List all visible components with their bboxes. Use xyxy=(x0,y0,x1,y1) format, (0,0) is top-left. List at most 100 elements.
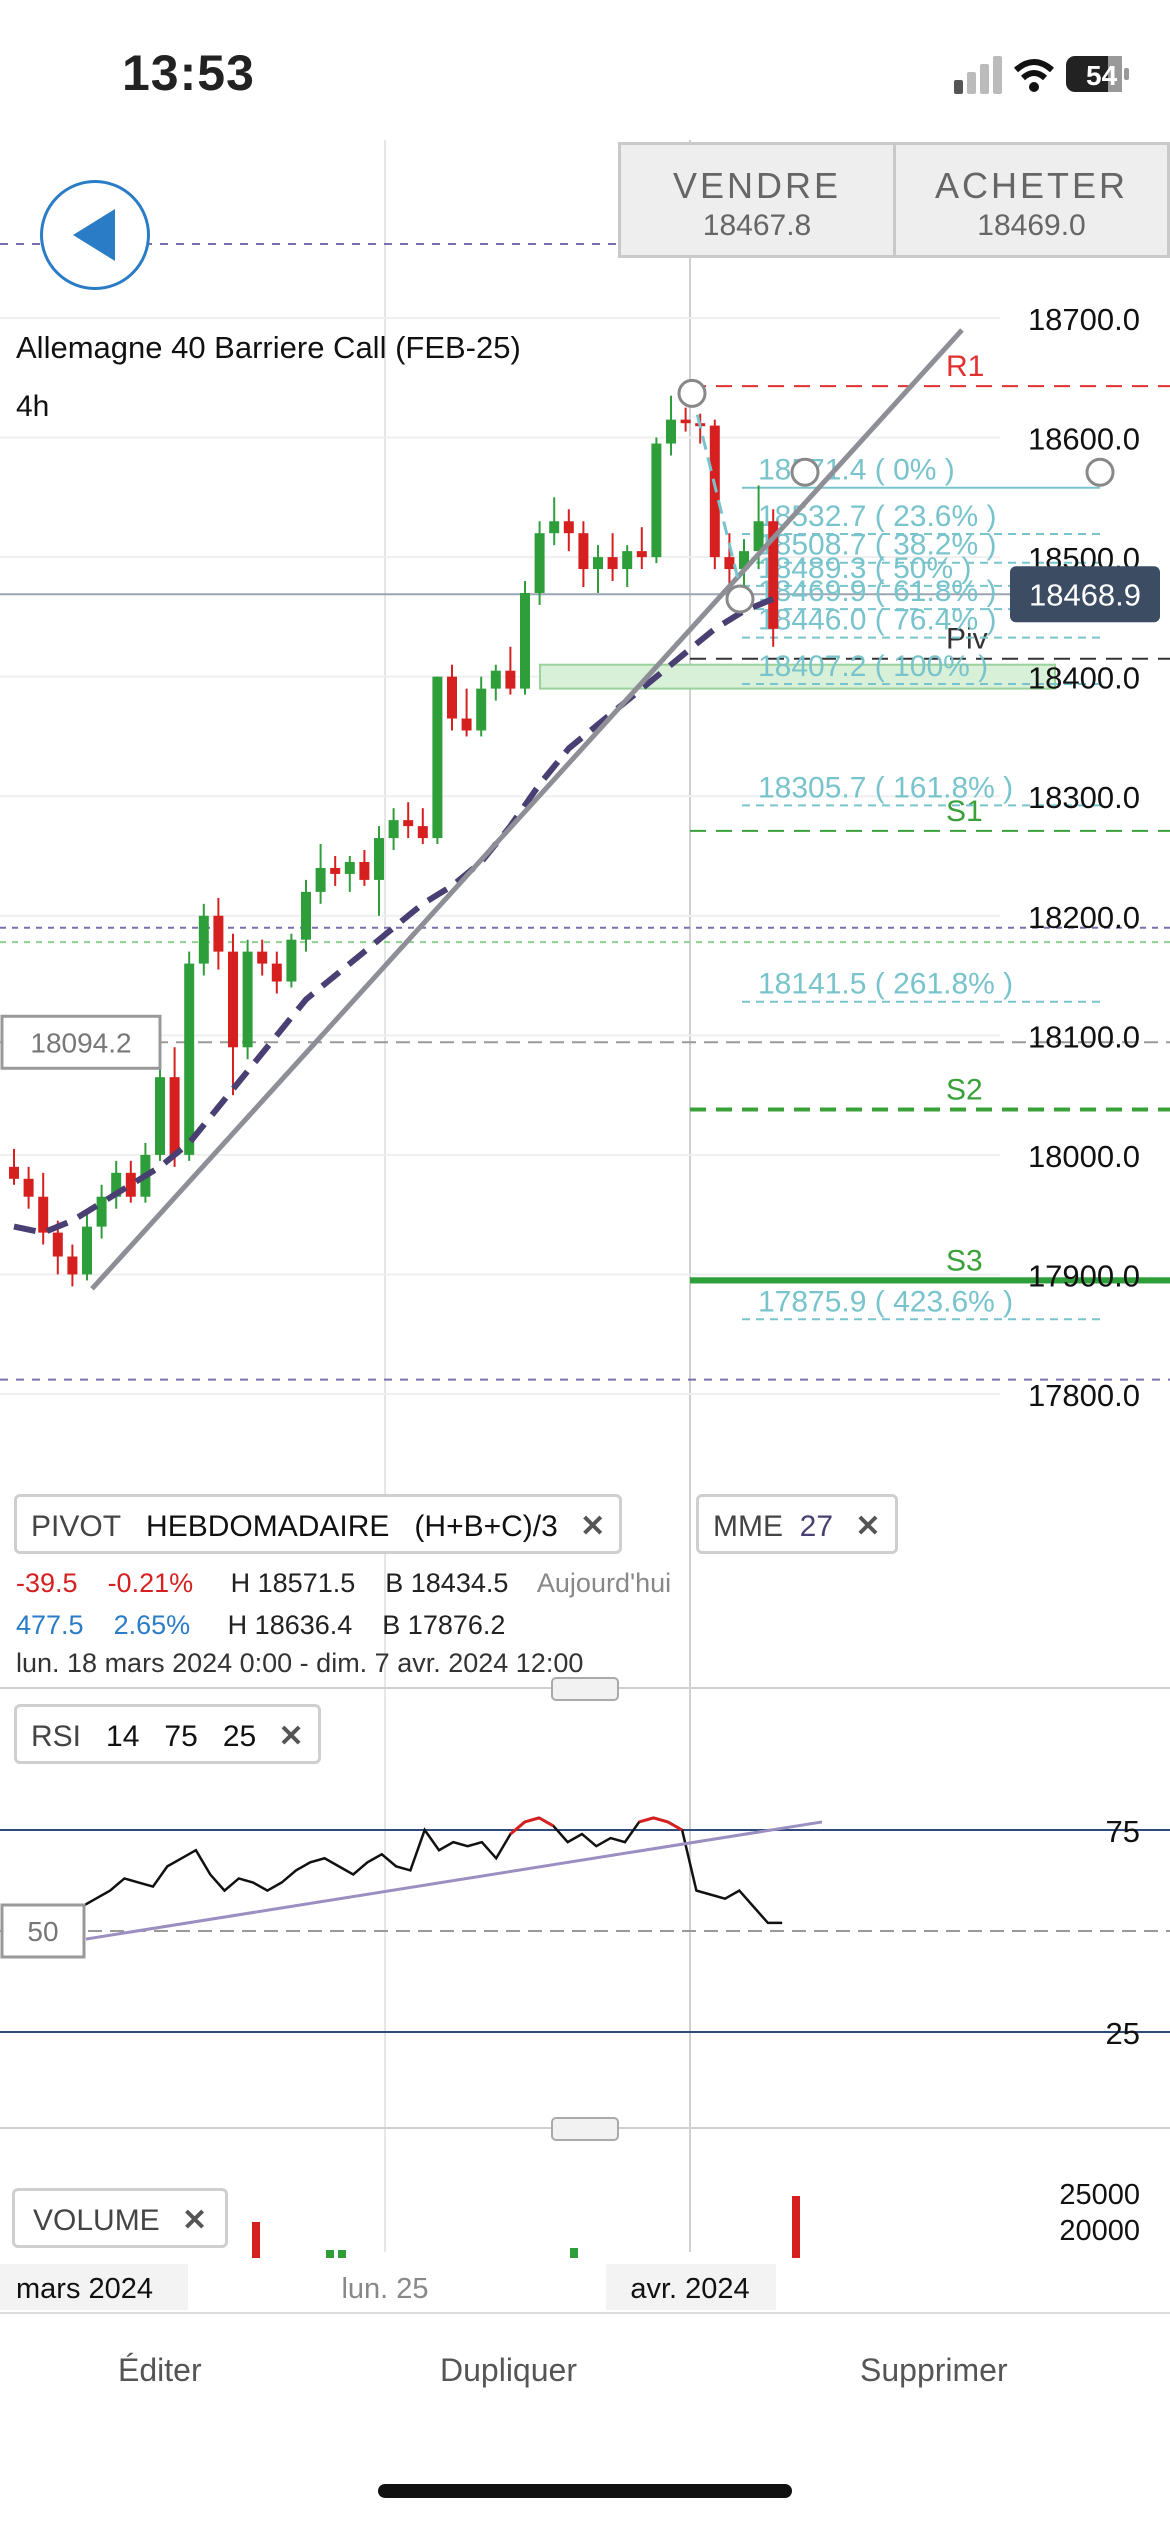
drag-handle xyxy=(790,457,820,487)
rsi-line xyxy=(9,1816,783,1941)
buy-label: ACHETER xyxy=(934,165,1129,206)
pivot-label: Piv xyxy=(946,623,988,656)
mme-period: 27 xyxy=(799,1510,834,1543)
current-price-value: 18468.9 xyxy=(1029,577,1141,612)
rsi-overbought-segment xyxy=(653,1816,669,1824)
candle-body xyxy=(666,419,676,444)
candle-body xyxy=(359,861,370,880)
pivot-name: PIVOT xyxy=(31,1510,122,1543)
fib-label: 18305.7 ( 161.8% ) xyxy=(758,771,1013,804)
sell-label: VENDRE xyxy=(672,165,842,206)
price-axis-label: 18200.0 xyxy=(1028,900,1140,935)
change-today: -39.5 xyxy=(16,1568,78,1598)
volume-bar xyxy=(792,2196,800,2258)
rsi-axis-label: 25 xyxy=(1106,2016,1140,2051)
rsi-axis-label: 75 xyxy=(1106,1814,1140,1849)
change-pct-today: -0.21% xyxy=(107,1568,194,1598)
time-label-bg xyxy=(0,2264,188,2310)
candle-body xyxy=(82,1226,92,1275)
candle-body xyxy=(607,557,618,570)
candle-body xyxy=(739,551,749,570)
candle-body xyxy=(198,915,209,964)
change-pct-range: 2.65% xyxy=(113,1610,191,1640)
date-range: lun. 18 mars 2024 0:00 - dim. 7 avr. 202… xyxy=(16,1648,584,1678)
rsi-upper: 75 xyxy=(164,1720,198,1753)
mme-indicator-pill[interactable]: MME 27 ✕ xyxy=(696,1494,898,1554)
period-label: Aujourd'hui xyxy=(536,1568,672,1598)
candle-body xyxy=(753,521,764,552)
buy-price: 18469.0 xyxy=(977,209,1086,242)
close-icon[interactable]: ✕ xyxy=(278,1720,304,1753)
pivot-formula: (H+B+C)/3 xyxy=(414,1510,558,1543)
volume-bar xyxy=(338,2250,346,2258)
volume-bar xyxy=(570,2248,578,2258)
candle-body xyxy=(476,688,487,731)
close-icon[interactable]: ✕ xyxy=(855,1510,881,1543)
rsi-tag xyxy=(0,1903,86,1959)
rsi-overbought-segment xyxy=(638,1816,654,1824)
low-today: B 18434.5 xyxy=(385,1568,509,1598)
pivot-label: S2 xyxy=(946,1073,983,1106)
pivot-label: S3 xyxy=(946,1244,983,1277)
candle-body xyxy=(271,963,282,982)
candle-body xyxy=(169,1077,180,1155)
candle-body xyxy=(125,1172,136,1197)
high-range: H 18636.4 xyxy=(227,1610,353,1640)
candle-body xyxy=(67,1256,78,1275)
candle-body xyxy=(228,951,238,1048)
buy-button[interactable]: ACHETER 18469.0 xyxy=(893,142,1170,258)
battery-level: 54 xyxy=(1086,60,1118,91)
close-icon[interactable]: ✕ xyxy=(580,1510,606,1543)
rsi-lower: 25 xyxy=(222,1720,257,1753)
sell-price: 18467.8 xyxy=(702,209,812,242)
candle-body xyxy=(563,521,574,534)
delete-button[interactable]: Supprimer xyxy=(860,2352,1008,2388)
price-tag-value: 18094.2 xyxy=(30,1027,131,1058)
ema-line xyxy=(13,596,775,1236)
price-axis-label: 17900.0 xyxy=(1028,1258,1140,1293)
candle-body xyxy=(505,670,516,689)
sell-button[interactable]: VENDRE 18467.8 xyxy=(618,142,896,258)
price-tag xyxy=(0,1014,162,1070)
candle-body xyxy=(432,676,443,839)
price-axis-label: 18300.0 xyxy=(1028,780,1140,815)
stats-row-today: -39.5 -0.21% H 18571.5 B 18434.5 Aujourd… xyxy=(16,1568,671,1599)
candle-body xyxy=(96,1196,107,1227)
volume-bar xyxy=(252,2222,260,2258)
change-range: 477.5 xyxy=(16,1610,84,1640)
candle-body xyxy=(9,1166,19,1179)
pivot-indicator-pill[interactable]: PIVOT HEBDOMADAIRE (H+B+C)/3 ✕ xyxy=(14,1494,623,1554)
candle-body xyxy=(768,521,779,629)
candle-body xyxy=(490,670,501,689)
candle-body xyxy=(447,676,457,719)
status-icons: 54 xyxy=(954,50,1134,100)
candle-body xyxy=(301,891,311,940)
back-button[interactable] xyxy=(40,180,150,290)
rsi-overbought-segment xyxy=(509,1820,526,1836)
volume-bar xyxy=(326,2250,334,2258)
candle-body xyxy=(52,1232,63,1257)
edit-button[interactable]: Éditer xyxy=(118,2352,202,2388)
candle-body xyxy=(242,951,253,1048)
duplicate-button[interactable]: Dupliquer xyxy=(440,2352,577,2388)
candle-body xyxy=(461,718,472,731)
home-indicator xyxy=(378,2484,792,2498)
candle-body xyxy=(724,557,735,570)
resize-handle-icon xyxy=(551,1677,619,1701)
fib-label: 18469.9 ( 61.8% ) xyxy=(758,575,997,608)
chart-canvas[interactable]: R1 Piv S1 S2 S3 18571.4 ( 0% ) 18532.7 ( 23.6%… xyxy=(0,140,1170,2312)
rsi-indicator-pill[interactable]: RSI 14 75 25 ✕ xyxy=(14,1704,321,1764)
volume-indicator-pill[interactable]: VOLUME ✕ xyxy=(12,2188,229,2248)
candle-body xyxy=(23,1178,34,1197)
volume-name: VOLUME xyxy=(33,2204,160,2237)
chart-timeframe: 4h xyxy=(16,390,50,423)
play-back-icon xyxy=(73,209,115,261)
candle-body xyxy=(38,1196,49,1233)
close-icon[interactable]: ✕ xyxy=(182,2204,208,2237)
price-axis-label: 18700.0 xyxy=(1028,302,1140,337)
pivot-type: HEBDOMADAIRE xyxy=(146,1510,390,1543)
rsi-tag-value: 50 xyxy=(27,1916,58,1947)
drag-handle xyxy=(1085,457,1115,487)
rsi-trend-line xyxy=(85,1820,823,1941)
candle-body xyxy=(651,443,662,558)
